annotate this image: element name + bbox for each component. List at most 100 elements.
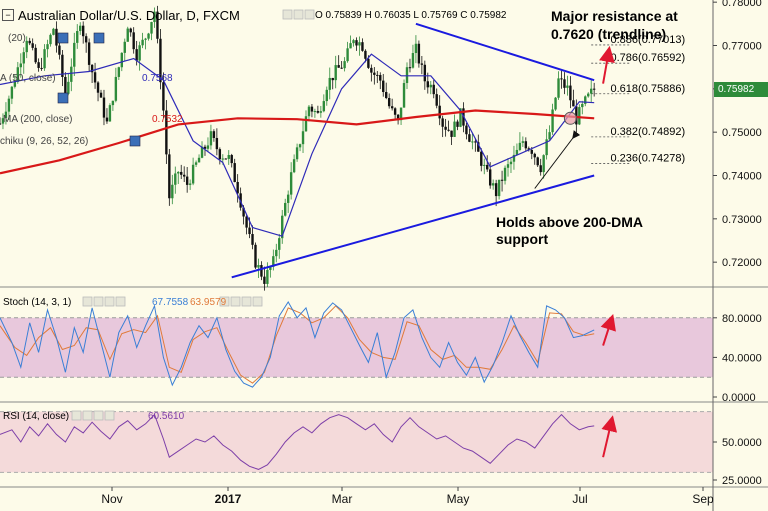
- candle-body: [450, 130, 453, 137]
- candle-body: [84, 36, 88, 43]
- legend-settings-icon[interactable]: [129, 135, 141, 147]
- candle-body: [313, 111, 317, 113]
- candle-body: [390, 106, 394, 109]
- candle-body: [46, 44, 49, 50]
- candle-body: [408, 67, 412, 69]
- candle-body: [185, 176, 189, 185]
- rsi-label[interactable]: RSI (14, close): [3, 411, 70, 422]
- candle-body: [191, 164, 195, 184]
- candle-body: [497, 179, 501, 197]
- header-toolbar-icon[interactable]: [304, 9, 315, 20]
- candle-body: [281, 215, 284, 239]
- legend-sma50[interactable]: A (50, close): [0, 73, 56, 84]
- candle-body: [43, 49, 46, 69]
- candle-body: [399, 107, 403, 121]
- candle-body: [209, 131, 213, 146]
- candle-body: [206, 145, 210, 149]
- rsi-legend-icon[interactable]: [93, 410, 104, 421]
- candle-body: [153, 11, 156, 23]
- candle-body: [456, 121, 459, 127]
- candle-body: [435, 94, 438, 106]
- candle-body: [340, 67, 343, 69]
- candle-body: [159, 38, 162, 83]
- candle-body: [361, 42, 364, 51]
- candle-body: [61, 54, 64, 77]
- stoch-tick-label: 80.0000: [722, 313, 762, 325]
- rsi-legend-icon[interactable]: [82, 410, 93, 421]
- candle-body: [90, 64, 94, 73]
- header-toolbar-icon[interactable]: [293, 9, 304, 20]
- candle-body: [37, 62, 40, 68]
- candle-body: [468, 134, 471, 142]
- candle-body: [233, 163, 236, 182]
- candle-body: [405, 67, 409, 84]
- collapse-icon[interactable]: −: [2, 9, 14, 21]
- candle-body: [358, 42, 361, 46]
- candle-body: [438, 105, 441, 119]
- legend-sma200[interactable]: MA (200, close): [3, 114, 73, 125]
- candle-body: [245, 216, 248, 228]
- time-tick-label: Jul: [572, 492, 587, 506]
- candle-body: [289, 172, 293, 195]
- stoch-legend-icon[interactable]: [104, 296, 115, 307]
- stoch-label[interactable]: Stoch (14, 3, 1): [3, 297, 72, 308]
- stoch-legend-icon[interactable]: [230, 296, 241, 307]
- candle-body: [518, 142, 522, 150]
- candle-body: [379, 75, 382, 81]
- candle-body: [527, 148, 531, 150]
- legend-sma20[interactable]: (20): [8, 33, 26, 44]
- candle-body: [19, 63, 22, 68]
- candle-body: [310, 106, 314, 112]
- candle-body: [81, 25, 85, 37]
- candle-body: [465, 125, 468, 135]
- header-toolbar-icon[interactable]: [282, 9, 293, 20]
- stoch-legend-icon[interactable]: [252, 296, 263, 307]
- price-tick-label: 0.73000: [722, 214, 762, 226]
- legend-settings-icon[interactable]: [57, 32, 69, 44]
- candle-body: [402, 83, 406, 108]
- candle-body: [197, 157, 201, 163]
- candle-body: [165, 110, 168, 155]
- candle-body: [120, 52, 124, 68]
- trendlines: [231, 22, 595, 279]
- candle-body: [260, 265, 263, 277]
- stoch-legend-icon[interactable]: [82, 296, 93, 307]
- rsi-band: [0, 411, 713, 473]
- candle-body: [55, 28, 58, 46]
- candle-body: [551, 109, 554, 133]
- candle-body: [423, 64, 427, 82]
- candle-body: [40, 67, 43, 69]
- stoch-legend-icon[interactable]: [93, 296, 104, 307]
- rsi-arrow: [601, 415, 618, 458]
- legend-settings-icon[interactable]: [57, 92, 69, 104]
- stoch-legend-icon[interactable]: [219, 296, 230, 307]
- price-tick-label: 0.72000: [722, 257, 762, 269]
- candle-body: [248, 227, 251, 235]
- candle-body: [156, 11, 159, 39]
- candle-body: [414, 43, 418, 54]
- stoch-tick-label: 40.0000: [722, 352, 762, 364]
- stoch-legend-icon[interactable]: [115, 296, 126, 307]
- stoch-legend-icon[interactable]: [241, 296, 252, 307]
- legend-settings-icon[interactable]: [93, 32, 105, 44]
- candle-body: [284, 202, 287, 216]
- upside-arrow: [599, 45, 615, 84]
- legend-ichimoku[interactable]: chiku (9, 26, 52, 26): [0, 136, 89, 147]
- candle-body: [533, 153, 536, 158]
- rsi-legend-icon[interactable]: [104, 410, 115, 421]
- candle-body: [557, 78, 560, 98]
- candle-body: [4, 111, 8, 119]
- candle-body: [307, 106, 311, 117]
- candle-body: [352, 40, 355, 44]
- candle-body: [444, 126, 447, 130]
- stoch-tick-label: 0.0000: [722, 392, 756, 404]
- lower-support-trendline: [231, 174, 595, 279]
- fib-level-label: 0.786(0.76592): [611, 52, 686, 64]
- rsi-legend-icon[interactable]: [71, 410, 82, 421]
- candle-body: [545, 139, 548, 156]
- candle-body: [429, 84, 432, 88]
- candle-body: [349, 43, 352, 49]
- candle-body: [331, 77, 334, 81]
